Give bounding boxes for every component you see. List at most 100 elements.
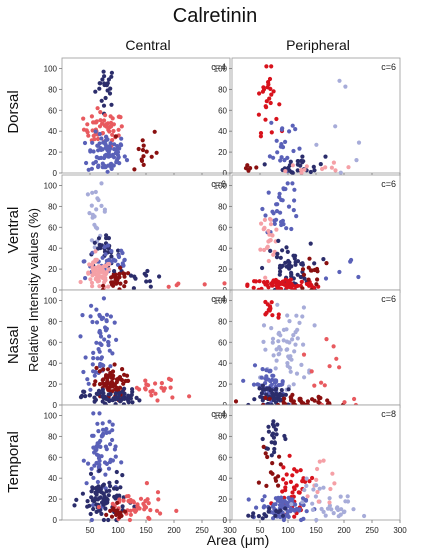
data-point	[275, 302, 280, 307]
data-point	[316, 499, 321, 504]
data-point	[252, 397, 257, 402]
data-point	[114, 385, 120, 390]
data-point	[314, 477, 319, 482]
data-point	[310, 501, 315, 506]
data-point	[78, 334, 83, 339]
data-point	[293, 127, 298, 132]
data-point	[295, 507, 300, 512]
data-point	[95, 136, 101, 142]
data-point	[149, 393, 154, 398]
data-point	[147, 279, 152, 284]
y-tick-label: 100	[44, 64, 58, 73]
data-point	[273, 396, 278, 401]
data-point	[116, 254, 122, 260]
data-point	[93, 379, 98, 384]
data-point	[311, 487, 316, 492]
y-tick-label: 80	[218, 432, 227, 441]
data-point	[124, 373, 130, 378]
x-axis-label: Area (μm)	[207, 532, 270, 548]
data-point	[270, 373, 275, 378]
data-point	[148, 508, 153, 513]
data-point	[108, 141, 113, 146]
data-point	[98, 334, 104, 339]
data-point	[103, 153, 108, 158]
cluster-count-label: c=6	[211, 179, 226, 189]
data-point	[277, 102, 282, 107]
data-point	[278, 158, 283, 163]
data-point	[293, 262, 298, 267]
data-point	[264, 64, 269, 69]
data-point	[271, 435, 276, 440]
data-point	[356, 274, 361, 280]
data-point	[102, 118, 107, 123]
data-point	[266, 258, 271, 264]
data-point	[99, 98, 104, 103]
data-point	[324, 261, 329, 266]
data-point	[99, 269, 104, 274]
data-point	[90, 319, 95, 325]
data-point	[303, 479, 308, 484]
x-tick-label: 150	[139, 526, 153, 535]
data-point	[86, 133, 91, 138]
data-point	[289, 226, 294, 232]
data-point	[102, 275, 107, 280]
data-point	[294, 371, 300, 376]
data-point	[72, 503, 77, 508]
data-point	[263, 347, 268, 352]
data-point	[89, 203, 94, 208]
data-point	[281, 400, 286, 405]
data-point	[159, 385, 164, 390]
data-point	[267, 76, 273, 82]
data-point	[304, 509, 309, 514]
data-point	[105, 385, 110, 390]
data-point	[92, 240, 97, 245]
data-point	[96, 272, 101, 277]
data-point	[345, 499, 351, 504]
data-point	[258, 134, 263, 139]
data-point	[309, 369, 314, 374]
data-point	[91, 503, 96, 508]
data-point	[345, 494, 350, 499]
y-tick-label: 40	[218, 127, 227, 136]
data-point	[276, 238, 281, 243]
data-point	[288, 284, 293, 289]
data-point	[104, 430, 109, 435]
data-point	[90, 140, 95, 145]
data-point	[354, 158, 359, 163]
data-point	[285, 363, 290, 369]
data-point	[245, 283, 250, 288]
data-point	[104, 236, 109, 241]
data-point	[91, 149, 96, 154]
data-point	[290, 490, 295, 495]
data-point	[110, 132, 115, 137]
data-point	[281, 465, 286, 470]
data-point	[322, 383, 327, 388]
data-point	[84, 481, 89, 486]
data-point	[258, 131, 264, 136]
data-point	[323, 513, 328, 518]
y-tick-label: 100	[214, 64, 228, 73]
data-point	[107, 480, 112, 485]
data-point	[264, 374, 269, 379]
data-point	[101, 283, 106, 288]
data-point	[91, 268, 96, 273]
data-point	[159, 381, 164, 386]
data-point	[295, 162, 300, 167]
data-point	[98, 118, 103, 123]
data-point	[289, 502, 294, 507]
y-tick-label: 60	[48, 223, 57, 232]
data-point	[301, 272, 307, 277]
data-point	[118, 281, 123, 286]
data-point	[115, 277, 120, 282]
data-point	[141, 154, 146, 159]
data-point	[74, 497, 79, 502]
data-point	[91, 369, 96, 374]
data-point	[110, 351, 115, 356]
data-point	[271, 424, 276, 429]
data-point	[97, 369, 102, 374]
data-point	[113, 444, 118, 449]
data-point	[93, 496, 98, 501]
data-point	[266, 424, 271, 429]
data-point	[272, 446, 277, 452]
data-point	[262, 494, 267, 499]
